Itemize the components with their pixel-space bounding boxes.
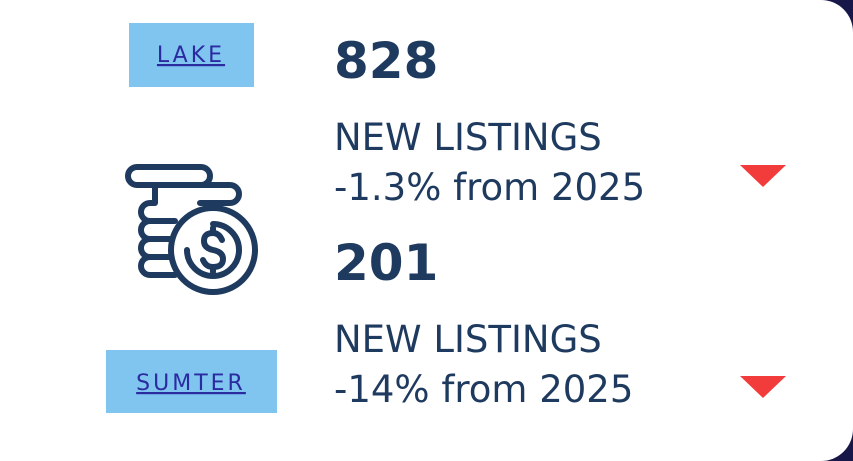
listing-count: 828 [334,32,438,90]
down-arrow [740,376,786,398]
listing-label: NEW LISTINGS [334,116,602,159]
listing-change: -14% from 2025 [334,368,633,411]
coins-icon [125,164,258,295]
listing-label: NEW LISTINGS [334,318,602,361]
listing-change: -1.3% from 2025 [334,166,645,209]
county-link[interactable]: LAKE [157,43,225,68]
county-link[interactable]: SUMTER [136,371,246,396]
listing-count: 201 [334,234,438,292]
county-badge [106,350,277,413]
county-badge [129,23,254,87]
down-arrow [740,165,786,187]
